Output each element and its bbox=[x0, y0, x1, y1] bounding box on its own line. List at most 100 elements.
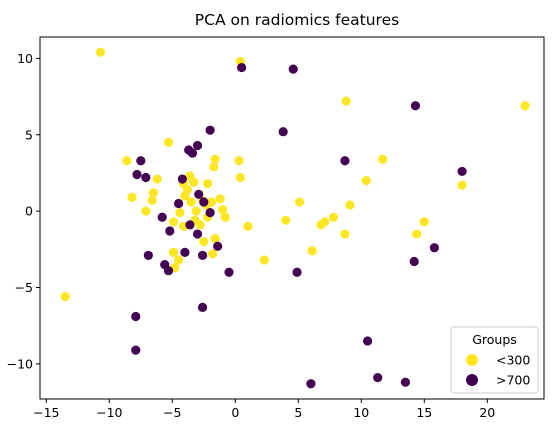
data-point-gt700 bbox=[174, 198, 184, 209]
data-point-gt700 bbox=[180, 247, 190, 257]
data-point-gt700 bbox=[224, 267, 234, 277]
data-point-lt300 bbox=[186, 197, 196, 207]
data-point-lt300 bbox=[234, 156, 244, 166]
data-point-lt300 bbox=[191, 206, 201, 216]
data-point-lt300 bbox=[180, 191, 190, 201]
data-point-gt700 bbox=[197, 250, 208, 261]
data-point-lt300 bbox=[152, 174, 162, 184]
y-tick-label: 10 bbox=[17, 51, 33, 66]
data-point-gt700 bbox=[340, 156, 350, 166]
legend: Groups <300 >700 bbox=[450, 326, 539, 394]
data-point-lt300 bbox=[457, 180, 467, 190]
data-point-lt300 bbox=[520, 101, 530, 111]
data-point-lt300 bbox=[148, 188, 158, 198]
x-tick-label: 20 bbox=[479, 405, 495, 420]
data-point-gt700 bbox=[192, 140, 203, 151]
data-point-gt700 bbox=[131, 345, 141, 355]
data-point-gt700 bbox=[429, 243, 439, 253]
data-point-lt300 bbox=[209, 162, 219, 172]
y-tick-label: −10 bbox=[7, 356, 33, 371]
y-tick-label: −5 bbox=[15, 280, 33, 295]
y-axis: −10 −5 0 5 10 bbox=[7, 51, 40, 371]
data-point-gt700 bbox=[400, 377, 410, 387]
data-point-lt300 bbox=[127, 192, 137, 202]
data-point-lt300 bbox=[141, 206, 151, 216]
data-point-gt700 bbox=[410, 101, 421, 111]
data-point-lt300 bbox=[199, 237, 209, 247]
data-point-lt300 bbox=[218, 204, 228, 215]
data-point-gt700 bbox=[363, 336, 373, 346]
x-tick-label: 10 bbox=[353, 405, 369, 420]
data-point-lt300 bbox=[208, 249, 218, 259]
data-point-lt300 bbox=[281, 215, 291, 225]
data-point-lt300 bbox=[195, 220, 205, 230]
data-point-lt300 bbox=[361, 175, 371, 186]
data-point-gt700 bbox=[163, 266, 174, 276]
x-tick-label: 0 bbox=[231, 405, 239, 420]
data-point-gt700 bbox=[237, 62, 247, 73]
data-point-gt700 bbox=[194, 189, 204, 199]
data-point-lt300 bbox=[168, 247, 179, 257]
data-point-lt300 bbox=[206, 197, 216, 207]
data-point-gt700 bbox=[205, 208, 215, 218]
data-point-gt700 bbox=[131, 311, 141, 322]
data-point-lt300 bbox=[174, 255, 184, 265]
data-point-gt700 bbox=[288, 64, 298, 74]
data-point-lt300 bbox=[220, 212, 230, 222]
legend-marker bbox=[466, 374, 478, 386]
data-point-gt700 bbox=[278, 127, 288, 137]
data-point-gt700 bbox=[409, 256, 419, 267]
data-point-gt700 bbox=[132, 169, 142, 180]
x-tick-label: −10 bbox=[96, 405, 122, 420]
data-point-lt300 bbox=[210, 154, 220, 164]
legend-label: >700 bbox=[496, 373, 530, 388]
data-point-lt300 bbox=[210, 234, 220, 244]
x-tick-label: −15 bbox=[33, 405, 59, 420]
data-point-lt300 bbox=[259, 255, 269, 265]
data-point-gt700 bbox=[292, 267, 302, 277]
legend-title: Groups bbox=[472, 332, 517, 347]
data-point-lt300 bbox=[163, 137, 174, 147]
plot-area bbox=[39, 36, 545, 400]
data-point-gt700 bbox=[143, 250, 153, 261]
data-point-lt300 bbox=[147, 195, 157, 206]
x-axis: −15 −10 −5 0 5 10 15 20 bbox=[33, 399, 495, 420]
data-point-gt700 bbox=[197, 302, 208, 312]
data-point-gt700 bbox=[199, 197, 209, 207]
data-point-gt700 bbox=[165, 226, 175, 236]
data-point-gt700 bbox=[157, 212, 167, 222]
y-tick-label: 5 bbox=[25, 127, 33, 142]
data-point-lt300 bbox=[341, 96, 351, 106]
data-point-lt300 bbox=[168, 217, 179, 227]
data-point-lt300 bbox=[378, 154, 388, 164]
data-point-lt300 bbox=[122, 156, 132, 166]
plot-frame bbox=[39, 36, 545, 400]
data-point-lt300 bbox=[340, 229, 350, 239]
data-point-gt700 bbox=[136, 156, 146, 166]
chart-title: PCA on radiomics features bbox=[195, 11, 399, 29]
data-point-gt700 bbox=[205, 125, 215, 135]
data-point-lt300 bbox=[419, 217, 429, 227]
data-point-lt300 bbox=[202, 179, 213, 189]
data-point-lt300 bbox=[320, 217, 330, 227]
data-point-gt700 bbox=[457, 166, 467, 177]
data-point-gt700 bbox=[177, 174, 187, 184]
data-point-gt700 bbox=[306, 379, 316, 389]
legend-marker bbox=[466, 354, 478, 366]
data-point-lt300 bbox=[345, 200, 355, 210]
data-point-lt300 bbox=[175, 208, 185, 218]
data-point-lt300 bbox=[307, 246, 317, 256]
data-point-gt700 bbox=[185, 220, 195, 230]
data-point-lt300 bbox=[215, 194, 225, 204]
data-point-gt700 bbox=[192, 229, 203, 239]
data-point-gt700 bbox=[141, 172, 151, 183]
legend-label: <300 bbox=[496, 353, 530, 368]
data-point-gt700 bbox=[213, 241, 223, 251]
data-point-lt300 bbox=[60, 292, 70, 302]
data-point-gt700 bbox=[187, 148, 198, 158]
data-point-lt300 bbox=[189, 177, 199, 187]
data-point-lt300 bbox=[235, 172, 245, 183]
x-tick-label: −5 bbox=[163, 405, 181, 420]
x-tick-label: 15 bbox=[416, 405, 432, 420]
